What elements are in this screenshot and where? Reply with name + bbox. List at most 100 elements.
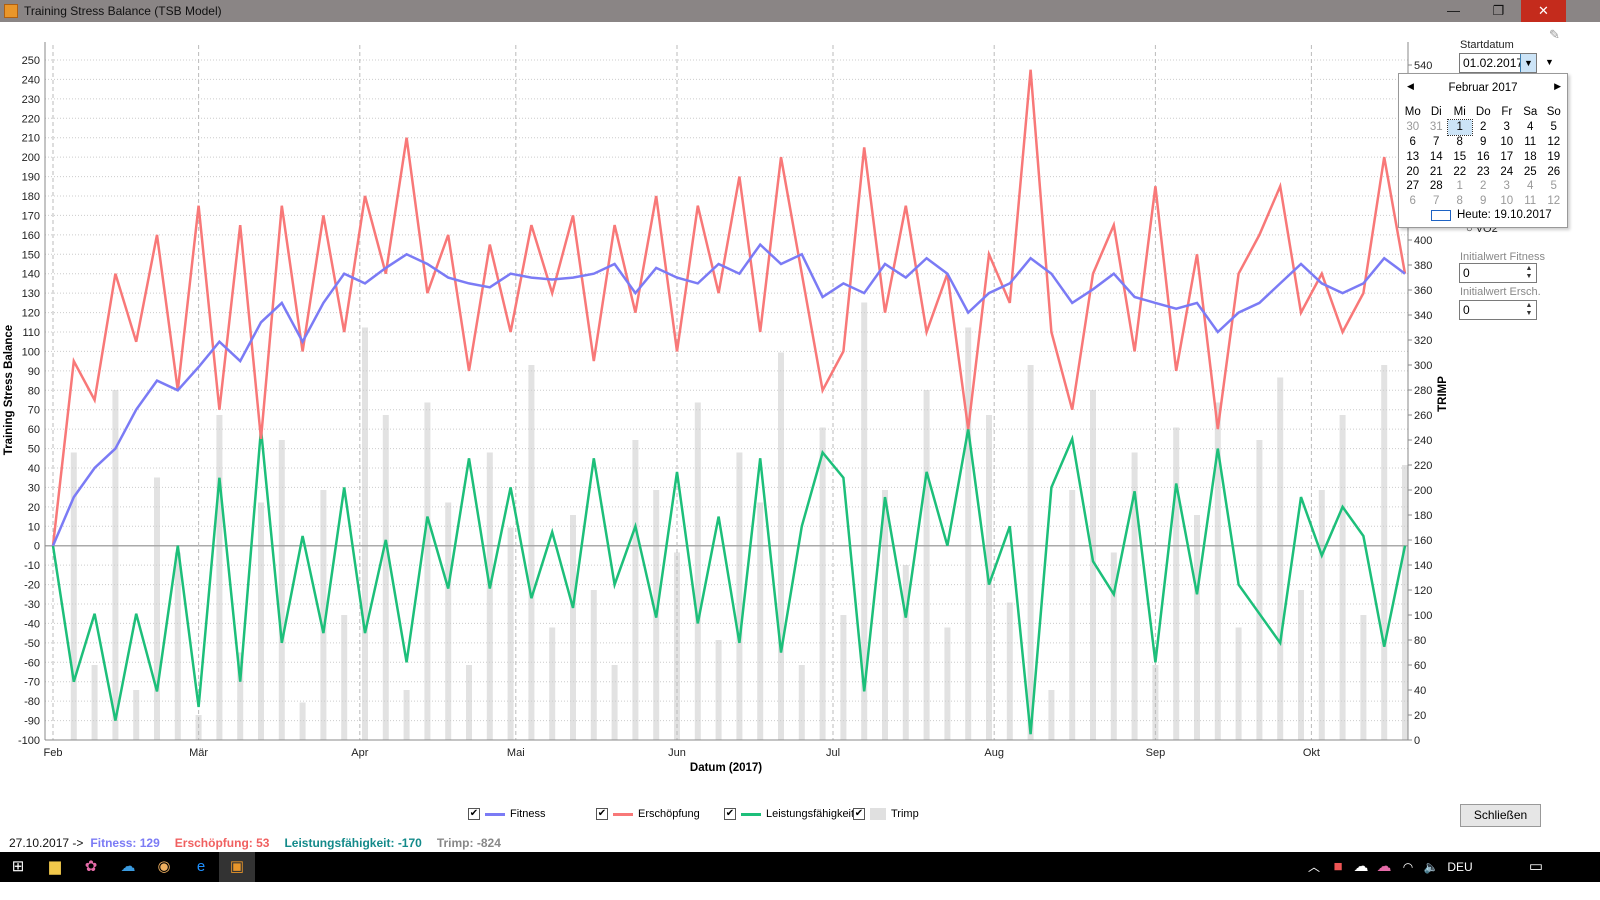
onedrive-icon[interactable]: ☁: [1353, 858, 1369, 875]
y-tick-label: -80: [24, 696, 40, 708]
legend-leistung: Leistungsfähigkeit: [766, 808, 855, 820]
startdatum-picker[interactable]: 01.02.2017 ▼: [1459, 53, 1537, 73]
tool-icon[interactable]: ✎: [1549, 27, 1560, 42]
calendar-day[interactable]: 6: [1409, 195, 1416, 208]
spinner-icon[interactable]: ▲ ▼: [1525, 265, 1533, 280]
calendar-day[interactable]: 21: [1429, 165, 1443, 178]
calendar-day[interactable]: 5: [1550, 121, 1557, 134]
language-indicator[interactable]: DEU: [1447, 860, 1473, 874]
calendar-day[interactable]: 11: [1524, 135, 1537, 148]
status-bar: 27.10.2017 -> Fitness: 129 Erschöpfung: …: [9, 836, 501, 850]
y-tick-label: 70: [28, 405, 40, 417]
today-link[interactable]: Heute: 19.10.2017: [1431, 209, 1552, 221]
tray-app-icon[interactable]: ☁: [1376, 858, 1392, 875]
calendar-day[interactable]: 7: [1433, 195, 1440, 208]
minimize-button[interactable]: —: [1447, 3, 1460, 18]
app-icon[interactable]: ✿: [84, 858, 98, 875]
calendar-day[interactable]: 22: [1453, 165, 1467, 178]
calendar-day[interactable]: 24: [1500, 165, 1514, 178]
trimp-bar: [1256, 440, 1263, 740]
schliessen-button[interactable]: Schließen: [1460, 804, 1541, 827]
calendar-day[interactable]: 13: [1406, 150, 1420, 163]
calendar-popup[interactable]: ◀ Februar 2017 ▶ Mo Di Mi Do Fr Sa So 30 31 1 2 3 4 5…: [1398, 73, 1568, 228]
dropdown-arrow-icon[interactable]: ▼: [1545, 57, 1554, 67]
calendar-day[interactable]: 9: [1480, 135, 1487, 148]
file-explorer-icon[interactable]: ▆: [49, 858, 61, 875]
calendar-day[interactable]: 31: [1429, 121, 1443, 134]
prev-month-icon[interactable]: ◀: [1407, 81, 1414, 91]
calendar-day[interactable]: 28: [1429, 180, 1443, 193]
trimp-bar: [590, 590, 597, 740]
calendar-day[interactable]: 18: [1523, 150, 1537, 163]
chevron-up-icon[interactable]: ︿: [1307, 860, 1320, 874]
trimp-bar: [798, 665, 805, 740]
restore-button[interactable]: ❐: [1492, 3, 1505, 18]
y2-tick-label: 160: [1414, 535, 1432, 547]
calendar-day[interactable]: 3: [1503, 180, 1510, 193]
trimp-bar: [362, 327, 368, 740]
windows-start-icon[interactable]: ⊞: [11, 858, 25, 875]
calendar-day[interactable]: 6: [1409, 135, 1416, 148]
app-icon[interactable]: ◉: [157, 858, 171, 875]
y2-tick-label: 360: [1414, 285, 1432, 297]
calendar-day[interactable]: 27: [1406, 180, 1420, 193]
leistung-checkbox[interactable]: ✔: [724, 808, 736, 820]
calendar-day[interactable]: 17: [1500, 150, 1514, 163]
calendar-day[interactable]: 8: [1456, 135, 1463, 148]
weekday-header: Mo: [1404, 106, 1421, 119]
y-tick-label: 230: [22, 94, 40, 106]
tsb-app-taskbar-icon[interactable]: ▣: [219, 852, 255, 882]
calendar-day[interactable]: 19: [1547, 150, 1561, 163]
calendar-day[interactable]: 15: [1453, 150, 1467, 163]
trimp-bar: [278, 440, 285, 740]
calendar-day[interactable]: 30: [1406, 121, 1420, 134]
calendar-day[interactable]: 16: [1476, 150, 1490, 163]
initial-fitness-input[interactable]: 0 ▲ ▼: [1459, 263, 1537, 283]
trimp-bar: [570, 515, 576, 740]
initial-ersch-input[interactable]: 0 ▲ ▼: [1459, 300, 1537, 320]
calendar-day[interactable]: 1: [1456, 180, 1463, 193]
calendar-day[interactable]: 4: [1527, 121, 1534, 134]
calendar-day[interactable]: 4: [1527, 180, 1534, 193]
tray-app-icon[interactable]: ■: [1333, 858, 1343, 875]
y2-tick-label: 40: [1414, 685, 1426, 697]
calendar-day[interactable]: 9: [1480, 195, 1487, 208]
y2-tick-label: 120: [1414, 585, 1432, 597]
calendar-day[interactable]: 2: [1480, 180, 1487, 193]
calendar-day[interactable]: 12: [1547, 135, 1561, 148]
close-window-button[interactable]: ✕: [1521, 0, 1566, 22]
calendar-day[interactable]: 3: [1503, 121, 1510, 134]
trimp-bar: [216, 415, 223, 740]
calendar-day[interactable]: 20: [1406, 165, 1420, 178]
trimp-checkbox[interactable]: ✔: [853, 808, 865, 820]
calendar-day[interactable]: 14: [1429, 150, 1443, 163]
initial-fitness-value: 0: [1463, 266, 1470, 280]
calendar-day[interactable]: 2: [1480, 121, 1487, 134]
cloud-app-icon[interactable]: ☁: [120, 858, 136, 875]
calendar-day[interactable]: 1: [1447, 118, 1473, 136]
calendar-day[interactable]: 7: [1433, 135, 1440, 148]
calendar-day[interactable]: 10: [1500, 195, 1514, 208]
tsb-chart: -100-90-80-70-60-50-40-30-20-10010203040…: [3, 42, 1449, 774]
calendar-day[interactable]: 8: [1456, 195, 1463, 208]
edge-icon[interactable]: e: [196, 858, 206, 875]
y2-tick-label: 540: [1414, 60, 1432, 72]
fitness-line: [51, 242, 1406, 547]
calendar-day[interactable]: 25: [1523, 165, 1537, 178]
wifi-icon[interactable]: ◠: [1402, 860, 1414, 874]
volume-icon[interactable]: 🔈: [1423, 860, 1439, 874]
calendar-day[interactable]: 5: [1550, 180, 1557, 193]
trimp-bar: [923, 390, 930, 740]
calendar-day[interactable]: 11: [1524, 195, 1537, 208]
notifications-icon[interactable]: ▭: [1528, 858, 1544, 875]
ersch-checkbox[interactable]: ✔: [596, 808, 608, 820]
chevron-down-icon[interactable]: ▼: [1520, 54, 1536, 72]
calendar-day[interactable]: 26: [1547, 165, 1561, 178]
calendar-day[interactable]: 10: [1500, 135, 1514, 148]
calendar-day[interactable]: 23: [1476, 165, 1490, 178]
calendar-day[interactable]: 12: [1547, 195, 1561, 208]
next-month-icon[interactable]: ▶: [1554, 81, 1561, 91]
fitness-checkbox[interactable]: ✔: [468, 808, 480, 820]
y2-tick-label: 300: [1414, 360, 1432, 372]
spinner-icon[interactable]: ▲ ▼: [1525, 302, 1533, 317]
